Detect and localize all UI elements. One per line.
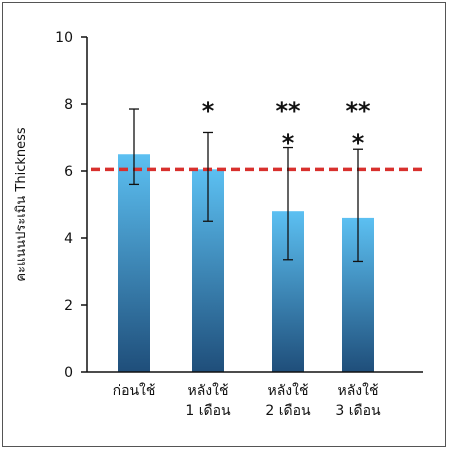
significance-markers: * ****** <box>202 97 371 157</box>
x-axis-categories: ก่อนใช้ หลังใช้ 1 เดือน หลังใช้ 2 เดือน หลังใ… <box>113 382 381 419</box>
x-category-label: 1 เดือน <box>185 403 231 419</box>
y-axis-label: คะแนนประเมิน Thickness <box>14 127 29 282</box>
significance-marker: * <box>282 129 295 157</box>
y-tick-label: 2 <box>64 298 73 314</box>
y-tick-label: 8 <box>64 97 73 113</box>
y-axis-ticks: 0 2 4 6 8 10 <box>55 30 87 381</box>
axes <box>86 37 423 373</box>
x-category-label: 3 เดือน <box>335 403 381 419</box>
x-category-label: 2 เดือน <box>265 403 311 419</box>
x-category-label: ก่อนใช้ <box>113 382 156 399</box>
y-tick-label: 4 <box>64 231 73 247</box>
chart-frame: 0 2 4 6 8 10 * ** * ** * ก่อนใช้ หลังใช้ 1 เดือน หลั… <box>2 2 446 447</box>
y-tick-label: 0 <box>64 365 73 381</box>
x-category-label: หลังใช้ <box>268 382 309 399</box>
error-bars <box>129 108 363 263</box>
x-category-label: หลังใช้ <box>188 382 229 399</box>
significance-marker: ** <box>345 97 371 125</box>
significance-marker: ** <box>275 97 301 125</box>
bar <box>118 154 150 372</box>
y-tick-label: 6 <box>64 164 73 180</box>
x-category-label: หลังใช้ <box>338 382 379 399</box>
significance-marker: * <box>352 129 365 157</box>
y-tick-label: 10 <box>55 30 73 46</box>
significance-marker: * <box>202 97 215 125</box>
bars <box>118 154 374 372</box>
